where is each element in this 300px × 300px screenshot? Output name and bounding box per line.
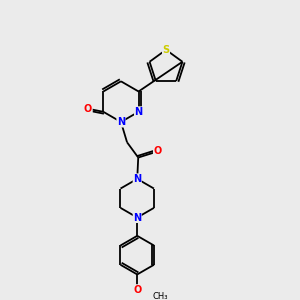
Text: N: N	[133, 212, 141, 223]
Text: O: O	[153, 146, 162, 157]
Text: S: S	[162, 45, 169, 55]
Text: CH₃: CH₃	[153, 292, 168, 300]
Text: O: O	[133, 285, 141, 295]
Text: N: N	[117, 117, 125, 127]
Text: O: O	[84, 104, 92, 114]
Text: N: N	[133, 174, 141, 184]
Text: N: N	[134, 107, 142, 117]
